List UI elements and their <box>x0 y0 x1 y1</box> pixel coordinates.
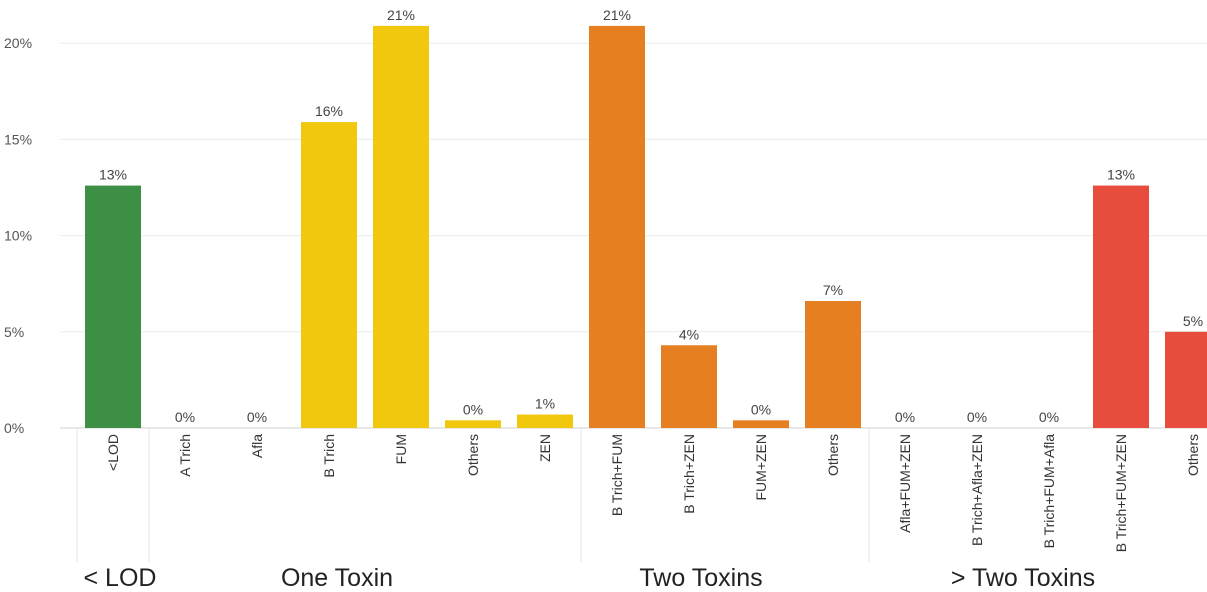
y-tick-label: 20% <box>4 35 32 51</box>
x-tick-label: Others <box>825 434 841 476</box>
x-tick-label: A Trich <box>177 434 193 477</box>
group-label: < LOD <box>84 564 157 592</box>
x-tick-label: Others <box>465 434 481 476</box>
y-tick-label: 10% <box>4 228 32 244</box>
bar[interactable] <box>373 25 429 428</box>
x-tick-label: B Trich+ZEN <box>681 434 697 514</box>
group-label: Two Toxins <box>639 564 762 592</box>
x-tick-label: Afla <box>249 434 265 458</box>
data-labels: 13% 0% 0% 16% 21% 0% 1% 21% 4% 0% 7% 0% 0% 0% 13% 5% <box>99 7 1203 425</box>
bar[interactable] <box>517 414 573 428</box>
data-label: 0% <box>751 401 771 417</box>
x-tick-label: B Trich+Afla+ZEN <box>969 434 985 546</box>
x-tick-label: ZEN <box>537 434 553 462</box>
group-separators <box>76 428 870 562</box>
data-label: 7% <box>823 282 843 298</box>
data-label: 4% <box>679 326 699 342</box>
y-axis-ticks: 0% 5% 10% 15% 20% <box>4 35 32 436</box>
data-label: 5% <box>1183 313 1203 329</box>
x-tick-label: FUM <box>393 434 409 464</box>
bar[interactable] <box>85 185 141 428</box>
x-tick-label: B Trich+FUM+Afla <box>1041 434 1057 549</box>
x-tick-label: B Trich+FUM <box>609 434 625 516</box>
bar[interactable] <box>589 25 645 428</box>
bar[interactable] <box>1165 331 1207 428</box>
bar[interactable] <box>301 122 357 429</box>
data-label: 0% <box>1039 409 1059 425</box>
data-label: 0% <box>463 401 483 417</box>
data-label: 13% <box>99 167 127 183</box>
data-label: 1% <box>535 396 555 412</box>
group-label: One Toxin <box>281 564 393 592</box>
bar[interactable] <box>805 301 861 428</box>
data-label: 0% <box>247 409 267 425</box>
bar[interactable] <box>661 345 717 428</box>
x-tick-label: B Trich <box>321 434 337 478</box>
x-tick-label: FUM+ZEN <box>753 434 769 501</box>
data-label: 21% <box>387 7 415 23</box>
x-tick-label: <LOD <box>105 434 121 471</box>
data-label: 13% <box>1107 167 1135 183</box>
x-tick-label: Afla+FUM+ZEN <box>897 434 913 533</box>
y-tick-label: 5% <box>4 324 24 340</box>
y-tick-label: 0% <box>4 420 24 436</box>
data-label: 0% <box>895 409 915 425</box>
x-axis-ticks: <LOD A Trich Afla B Trich FUM Others ZEN B Tric… <box>105 434 1201 552</box>
bar[interactable] <box>445 420 501 428</box>
group-labels: < LOD One Toxin Two Toxins > Two Toxins <box>84 564 1096 592</box>
bars <box>85 25 1207 429</box>
x-tick-label: B Trich+FUM+ZEN <box>1113 434 1129 552</box>
group-label: > Two Toxins <box>951 564 1095 592</box>
data-label: 21% <box>603 7 631 23</box>
data-label: 0% <box>175 409 195 425</box>
data-label: 0% <box>967 409 987 425</box>
bar[interactable] <box>1093 185 1149 428</box>
y-tick-label: 15% <box>4 131 32 147</box>
bar[interactable] <box>733 420 789 428</box>
x-tick-label: Others <box>1185 434 1201 476</box>
data-label: 16% <box>315 103 343 119</box>
